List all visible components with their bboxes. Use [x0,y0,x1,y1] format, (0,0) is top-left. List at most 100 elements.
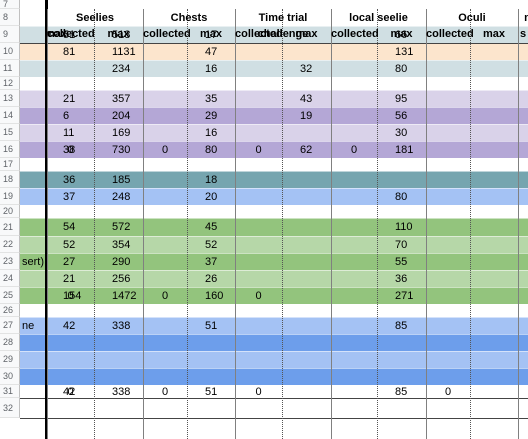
max-cell[interactable]: 36 [63,173,76,186]
collected-cell[interactable]: 0 [161,143,169,156]
max-cell[interactable]: 47 [205,45,218,58]
max-cell[interactable]: 42 [63,385,76,398]
max-cell[interactable]: 21 [63,92,76,105]
max-cell[interactable]: 95 [395,92,408,105]
max-cell[interactable]: 85 [395,319,408,332]
row-number[interactable]: 11 [0,60,20,77]
max-cell[interactable]: 256 [112,272,131,285]
max-cell[interactable]: 36 [395,272,408,285]
max-cell[interactable]: 80 [205,143,218,156]
max-cell[interactable]: 338 [112,319,131,332]
max-cell[interactable]: 29 [205,109,218,122]
max-cell[interactable]: 16 [205,126,218,139]
max-cell[interactable]: 185 [112,173,131,186]
max-cell[interactable]: 85 [395,385,408,398]
collected-cell[interactable]: 0 [161,289,169,302]
row-number[interactable]: 8 [0,9,20,26]
max-cell[interactable]: 80 [395,62,408,75]
max-cell[interactable]: 38 [63,143,76,156]
row-number[interactable]: 24 [0,270,20,287]
max-cell[interactable]: 169 [112,126,131,139]
max-cell[interactable]: 354 [112,238,131,251]
row-number[interactable]: 21 [0,218,20,236]
max-cell[interactable]: 30 [395,126,408,139]
max-cell[interactable]: 35 [205,92,218,105]
max-cell[interactable]: 1472 [112,289,137,302]
max-cell[interactable]: 54 [63,221,76,233]
max-cell[interactable]: 730 [112,143,131,156]
row-number[interactable]: 16 [0,141,20,158]
row-number[interactable]: 13 [0,90,20,107]
max-cell[interactable]: 518 [112,28,131,41]
max-cell[interactable]: 45 [205,221,218,233]
collected-cell[interactable]: 0 [444,385,452,398]
max-cell[interactable]: 234 [112,62,131,75]
row-number[interactable]: 22 [0,236,20,253]
max-cell[interactable]: 290 [112,255,131,268]
max-cell[interactable]: 32 [300,62,313,75]
max-cell[interactable]: 51 [205,319,218,332]
max-cell[interactable]: 1131 [112,45,136,58]
row-number[interactable]: 19 [0,188,20,205]
max-cell[interactable]: 6 [63,109,70,122]
max-cell[interactable]: 27 [63,255,76,268]
row-number[interactable]: 26 [0,304,20,317]
max-cell[interactable]: 110 [395,221,413,233]
row-number[interactable]: 32 [0,398,20,418]
max-cell[interactable]: 81 [63,45,76,58]
row-number[interactable]: 20 [0,205,20,218]
max-cell[interactable]: 19 [300,109,313,122]
max-cell[interactable]: 181 [395,143,414,156]
max-cell[interactable]: 20 [205,190,218,203]
max-cell[interactable]: 37 [205,255,218,268]
max-cell[interactable]: 357 [112,92,131,105]
row-number[interactable]: 27 [0,317,20,334]
row-number[interactable]: 29 [0,351,20,368]
row-label[interactable]: sert) [22,255,44,268]
max-cell[interactable]: 51 [63,28,76,41]
max-cell[interactable]: 51 [205,385,218,398]
max-cell[interactable]: 43 [300,92,313,105]
row-number[interactable]: 7 [0,0,20,9]
max-cell[interactable]: 154 [63,289,82,302]
row-number[interactable]: 15 [0,124,20,141]
max-cell[interactable]: 338 [112,385,131,398]
max-cell[interactable]: 80 [395,190,408,203]
max-cell[interactable]: 52 [63,238,76,251]
max-cell[interactable]: 18 [205,173,218,186]
max-cell[interactable]: 21 [63,272,76,285]
collected-cell[interactable]: 0 [255,143,262,156]
row-number[interactable]: 28 [0,334,20,351]
row-number[interactable]: 14 [0,107,20,124]
max-cell[interactable]: 160 [205,289,224,302]
row-number[interactable]: 30 [0,368,20,385]
collected-cell[interactable]: 0 [255,385,262,398]
row-number[interactable]: 23 [0,253,20,270]
row-number[interactable]: 9 [0,26,20,43]
row-number[interactable]: 18 [0,171,20,188]
collected-cell[interactable]: 0 [67,385,74,398]
max-cell[interactable]: 248 [112,190,131,203]
row-number[interactable]: 17 [0,158,20,171]
max-cell[interactable]: 42 [63,319,76,332]
max-cell[interactable]: 131 [395,45,414,58]
max-cell[interactable]: 204 [112,109,131,122]
max-cell[interactable]: 55 [395,255,408,268]
max-cell[interactable]: 56 [395,109,408,122]
max-cell[interactable]: 66 [395,28,408,41]
max-cell[interactable]: 52 [205,238,218,251]
row-number[interactable]: 10 [0,43,20,60]
max-cell[interactable]: 16 [205,62,218,75]
row-number[interactable]: 31 [0,385,20,398]
row-number[interactable]: 12 [0,77,20,90]
collected-cell[interactable]: 0 [67,143,74,156]
collected-cell[interactable]: 0 [161,385,169,398]
max-cell[interactable]: 572 [112,221,131,233]
collected-cell[interactable]: 0 [350,143,358,156]
max-cell[interactable]: 37 [63,190,76,203]
row-number[interactable]: 25 [0,287,20,304]
collected-cell[interactable]: 0 [255,289,262,302]
collected-cell[interactable]: 0 [67,289,74,302]
max-cell[interactable]: 17 [205,28,218,41]
